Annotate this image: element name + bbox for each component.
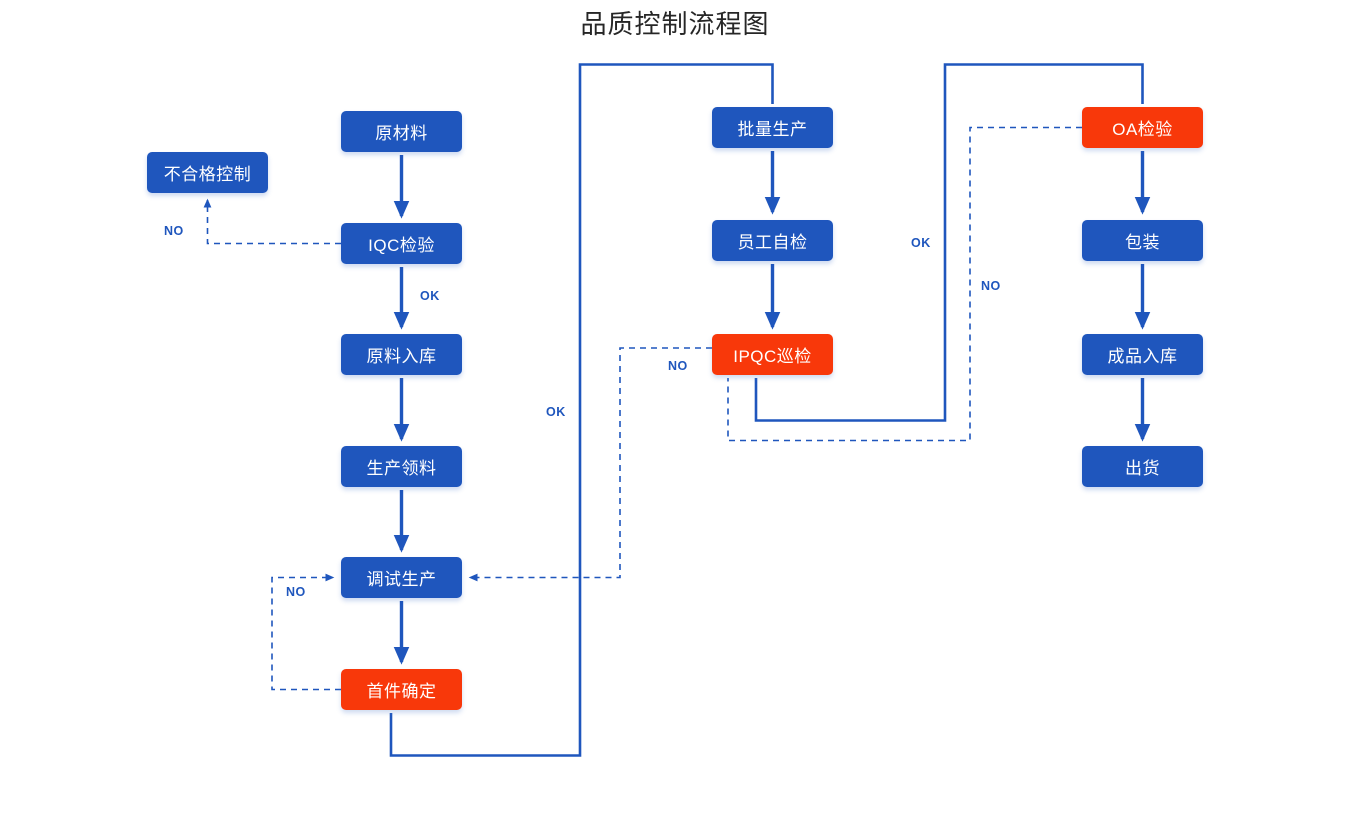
page-title: 品质控制流程图 [580, 10, 770, 40]
node-iqc[interactable]: IQC检验 [341, 223, 462, 264]
edge-ipqc-no-to-trial [468, 347, 712, 582]
node-shipment[interactable]: 出货 [1082, 446, 1203, 487]
edge-label-iqc-ok: OK [420, 289, 440, 303]
node-first-article[interactable]: 首件确定 [341, 669, 462, 710]
edge-label-iqc-no: NO [164, 224, 184, 238]
node-mass-production[interactable]: 批量生产 [712, 107, 833, 148]
edge-iqc-no-to-nonconforming [203, 198, 341, 245]
node-packaging[interactable]: 包装 [1082, 220, 1203, 261]
edge-oqa-no-to-ipqc [727, 126, 1082, 442]
node-trial-production[interactable]: 调试生产 [341, 557, 462, 598]
node-oqa[interactable]: OA检验 [1082, 107, 1203, 148]
edge-label-ipqc-no: NO [668, 359, 688, 373]
edge-label-oqa-no: NO [981, 279, 1001, 293]
node-production-issue[interactable]: 生产领料 [341, 446, 462, 487]
node-self-check[interactable]: 员工自检 [712, 220, 833, 261]
edge-label-ipqc-ok: OK [911, 236, 931, 250]
node-material-storage[interactable]: 原料入库 [341, 334, 462, 375]
node-finished-storage[interactable]: 成品入库 [1082, 334, 1203, 375]
node-nonconforming[interactable]: 不合格控制 [147, 152, 268, 193]
edge-first-ok-to-mass [389, 63, 774, 757]
edge-label-first-no: NO [286, 585, 306, 599]
node-ipqc[interactable]: IPQC巡检 [712, 334, 833, 375]
node-raw-material[interactable]: 原材料 [341, 111, 462, 152]
edge-first-no-to-trial [271, 573, 341, 691]
edge-label-first-ok: OK [546, 405, 566, 419]
